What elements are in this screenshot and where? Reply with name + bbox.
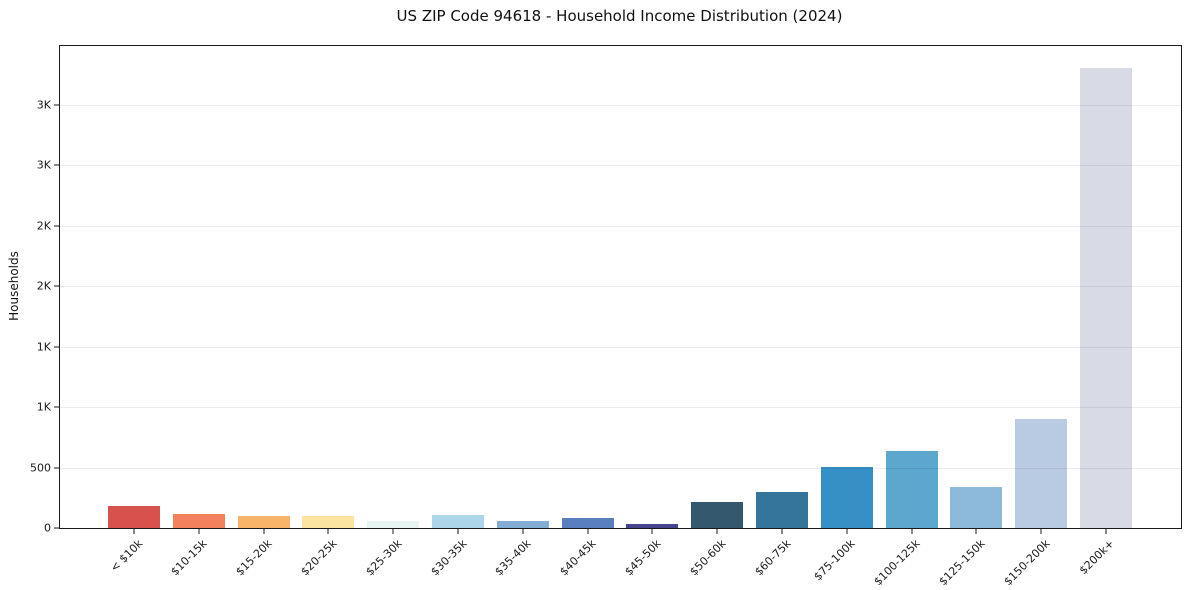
gridline (60, 467, 1181, 469)
bar-60-75k (756, 491, 808, 528)
x-tick-mark (716, 529, 718, 534)
x-tick-mark (1040, 529, 1042, 534)
y-tick-label: 2K (36, 219, 51, 233)
x-tick-mark (522, 529, 524, 534)
y-tick-label: 1K (36, 340, 51, 354)
y-tick-mark (54, 406, 59, 408)
x-tick-label: $40-45k (557, 537, 599, 579)
x-tick-label: $10-15k (168, 537, 210, 579)
x-tick-label: $45-50k (622, 537, 664, 579)
x-tick-mark (781, 529, 783, 534)
x-tick-label: $100-125k (871, 537, 923, 589)
gridline (60, 286, 1181, 288)
y-tick-mark (54, 346, 59, 348)
x-tick-mark (392, 529, 394, 534)
bar-75-100k (820, 466, 873, 528)
x-tick-label: $50-60k (687, 537, 729, 579)
bar-50-60k (691, 502, 744, 528)
x-tick-mark (457, 529, 459, 534)
gridline (60, 225, 1181, 227)
bar-125-150k (950, 486, 1003, 528)
x-tick-label: $15-20k (233, 537, 275, 579)
x-tick-mark (975, 529, 977, 534)
gridline (60, 165, 1181, 167)
bar-45-50k (626, 524, 679, 528)
bar-200k (1080, 68, 1132, 528)
x-tick-label: $75-100k (811, 537, 858, 584)
y-tick-mark (54, 467, 59, 469)
x-tick-label: $150-200k (1001, 537, 1053, 589)
x-tick-mark (327, 529, 329, 534)
y-tick-mark (54, 285, 59, 287)
x-tick-label: $200k+ (1077, 537, 1118, 578)
x-tick-mark (1105, 529, 1107, 534)
y-tick-mark (54, 527, 59, 529)
x-tick-mark (846, 529, 848, 534)
y-tick-mark (54, 225, 59, 227)
bar-15-20k (237, 515, 290, 528)
x-tick-mark (911, 529, 913, 534)
bar-25-30k (367, 521, 420, 528)
x-tick-label: $20-25k (298, 537, 340, 579)
bar-40-45k (561, 518, 614, 528)
gridline (60, 407, 1181, 409)
x-tick-label: $60-75k (751, 537, 794, 579)
y-tick-label: 1K (36, 400, 51, 414)
y-tick-mark (54, 104, 59, 106)
y-tick-mark (54, 164, 59, 166)
y-axis-title: Households (7, 251, 21, 321)
bar-35-40k (496, 520, 549, 528)
x-tick-label: $125-150k (936, 537, 988, 589)
y-tick-label: 2K (36, 279, 51, 293)
y-tick-label: 3K (36, 158, 51, 172)
x-tick-label: $25-30k (363, 537, 405, 579)
bar-10k (108, 505, 160, 528)
y-tick-label: 500 (30, 461, 51, 475)
x-tick-mark (133, 529, 135, 534)
x-tick-label: $30-35k (427, 537, 470, 579)
bar-30-35k (432, 515, 484, 528)
y-tick-label: 0 (44, 521, 51, 535)
bar-150-200k (1015, 419, 1068, 528)
x-tick-mark (651, 529, 653, 534)
bar-10-15k (172, 514, 225, 528)
chart-title: US ZIP Code 94618 - Household Income Dis… (396, 7, 843, 25)
bar-100-125k (885, 450, 938, 528)
y-tick-label: 3K (36, 98, 51, 112)
plot-area: < $10k $10-15k $15-20k $20-25k $25-30k $30-35… (30, 45, 1182, 588)
x-tick-mark (587, 529, 589, 534)
gridline (60, 346, 1181, 348)
x-tick-label: $35-40k (492, 537, 534, 579)
x-tick-mark (263, 529, 265, 534)
x-tick-mark (198, 529, 200, 534)
bar-20-25k (302, 515, 355, 528)
gridline (60, 104, 1181, 106)
x-tick-label: < $10k (107, 537, 146, 575)
